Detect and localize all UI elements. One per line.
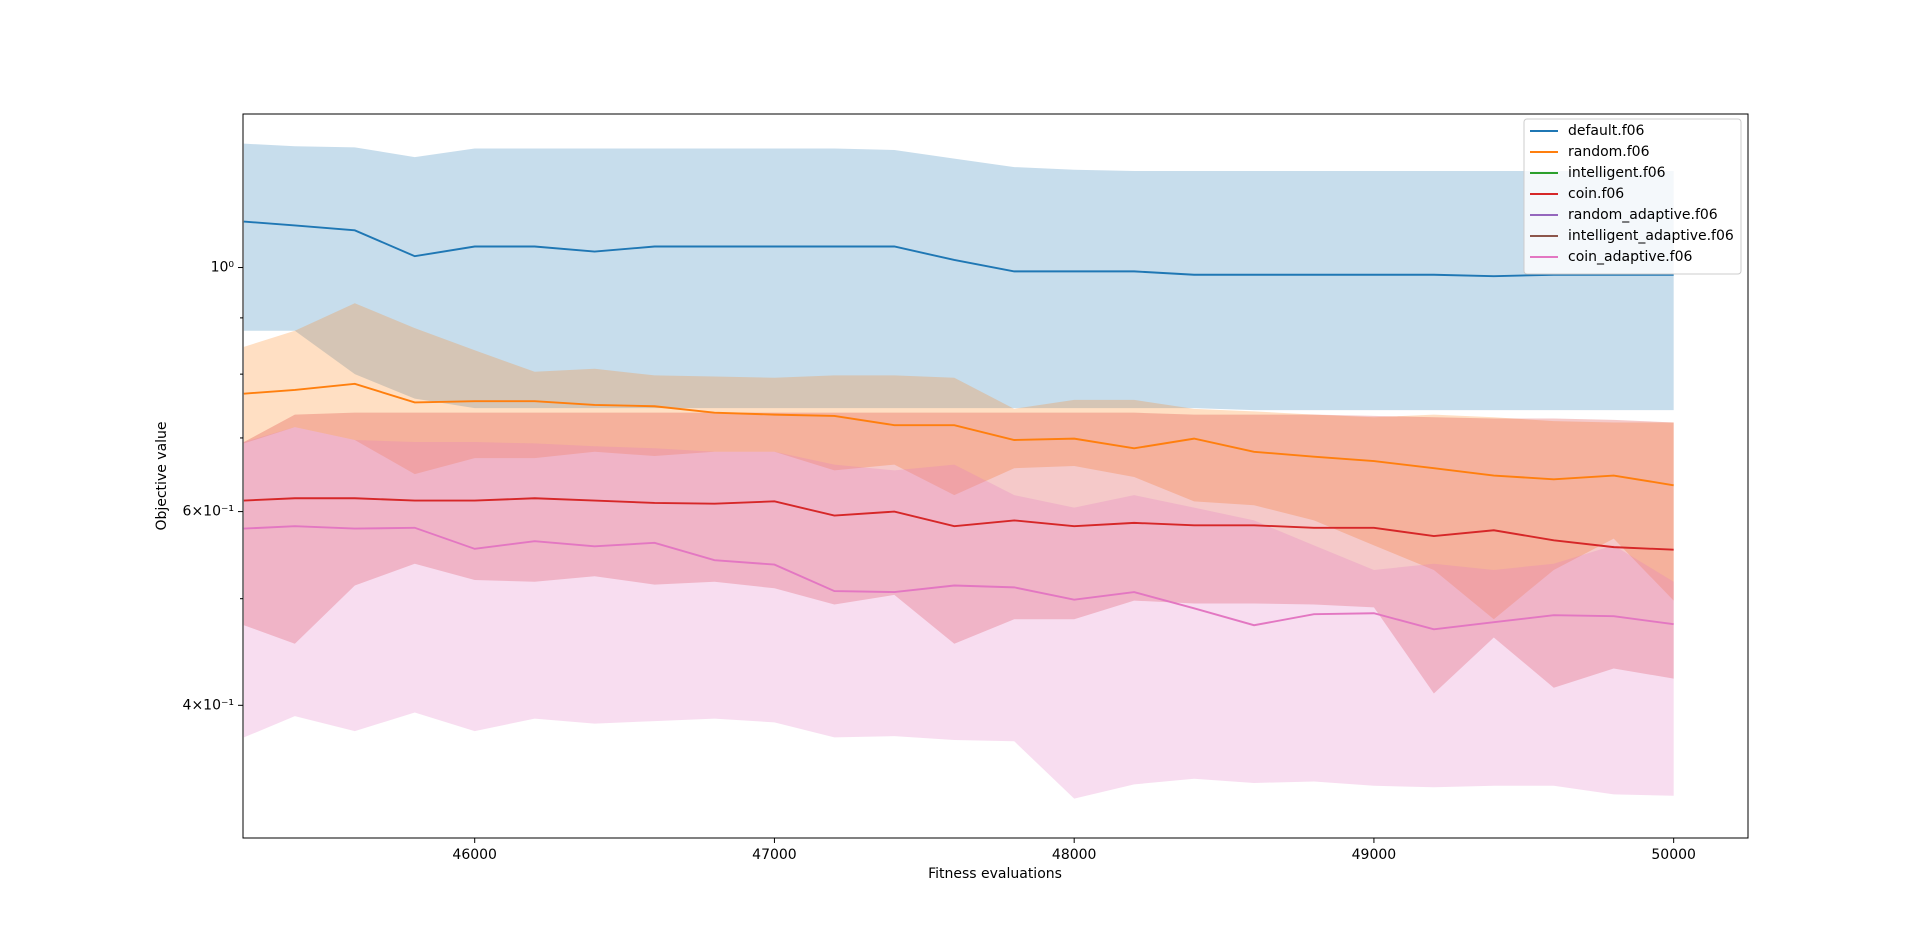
legend-label: intelligent_adaptive.f06 <box>1568 228 1734 244</box>
series-line <box>243 220 1674 278</box>
legend-label: default.f06 <box>1568 123 1645 139</box>
plot-area <box>243 143 1674 799</box>
band <box>243 303 1674 620</box>
band <box>243 143 1674 411</box>
x-tick-label: 49000 <box>1352 847 1397 863</box>
x-tick-label: 47000 <box>752 847 797 863</box>
x-tick-label: 48000 <box>1052 847 1097 863</box>
legend-label: coin_adaptive.f06 <box>1568 249 1693 265</box>
legend-label: random_adaptive.f06 <box>1568 207 1718 223</box>
x-axis-label: Fitness evaluations <box>928 866 1062 882</box>
band <box>243 412 1674 694</box>
y-tick-label: 4×10⁻¹ <box>183 697 234 713</box>
legend-box <box>1523 118 1742 275</box>
x-tick-label: 46000 <box>452 847 497 863</box>
series-line <box>243 497 1674 551</box>
series-line <box>243 382 1674 487</box>
band <box>243 427 1674 799</box>
y-tick-label: 10⁰ <box>211 260 235 276</box>
legend-label: intelligent.f06 <box>1568 165 1666 181</box>
x-tick-label: 50000 <box>1651 847 1696 863</box>
series-line <box>243 525 1674 631</box>
y-tick-label: 6×10⁻¹ <box>183 504 234 520</box>
axes-frame <box>242 113 1749 839</box>
legend-label: random.f06 <box>1568 144 1650 160</box>
legend-label: coin.f06 <box>1568 186 1624 202</box>
y-axis-label: Objective value <box>154 421 170 530</box>
